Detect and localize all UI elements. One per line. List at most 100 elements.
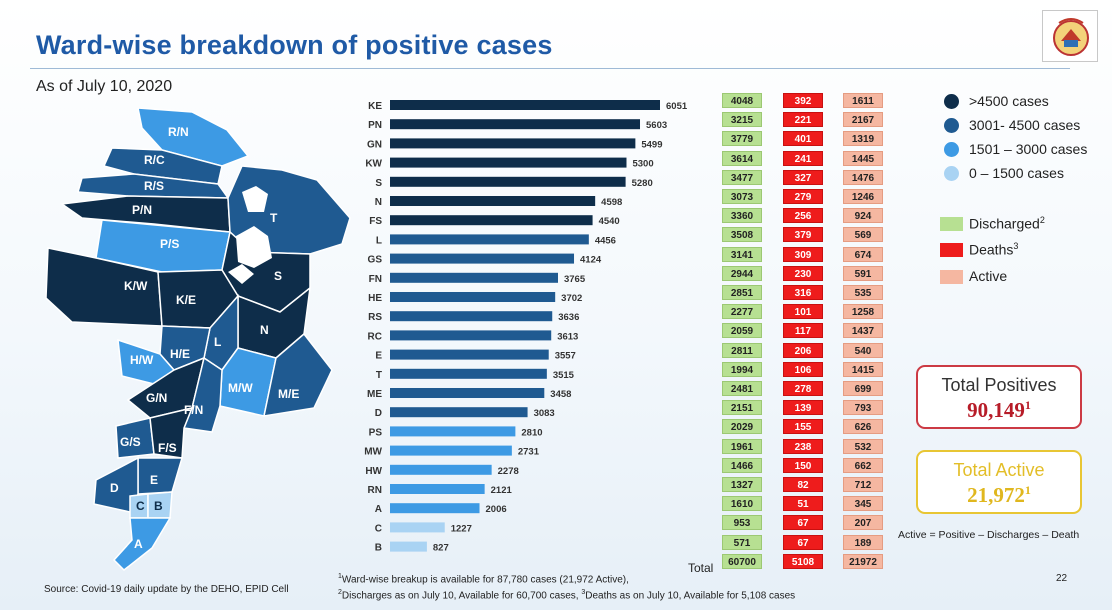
- bar-category-label: FN: [369, 274, 382, 285]
- bar-category-label: B: [375, 543, 382, 554]
- total-active-box: Total Active 21,9721: [916, 450, 1082, 514]
- deaths-cell: 230: [783, 265, 823, 281]
- total-active-label: Total Active: [953, 460, 1045, 480]
- bar-value-label: 4124: [580, 255, 602, 266]
- active-cell: 662: [843, 457, 883, 473]
- map-label: L: [214, 335, 221, 349]
- bar-category-label: A: [375, 504, 382, 515]
- discharged-cell: 2029: [722, 419, 762, 435]
- bar-category-label: RC: [368, 331, 382, 342]
- active-cell: 1476: [843, 169, 883, 185]
- bar-category-label: GN: [367, 139, 382, 150]
- map-label: H/E: [170, 347, 190, 361]
- bar-category-label: L: [376, 235, 382, 246]
- title-rule: [30, 68, 1070, 69]
- discharged-cell: 3141: [722, 246, 762, 262]
- deaths-cell: 279: [783, 189, 823, 204]
- bar-value-label: 3765: [564, 274, 586, 285]
- bar-category-label: T: [376, 370, 382, 381]
- map-label: P/S: [160, 237, 179, 251]
- discharged-cell: 2059: [722, 323, 762, 339]
- bar: [390, 311, 553, 322]
- discharged-cell: 3360: [722, 208, 762, 224]
- deaths-cell: 101: [783, 304, 823, 320]
- bar-value-label: 5499: [641, 139, 662, 150]
- discharged-cell: 4048: [722, 93, 762, 108]
- bar: [390, 215, 593, 226]
- bar: [390, 407, 528, 418]
- deaths-cell: 327: [783, 169, 823, 185]
- discharged-cell: 2944: [722, 265, 762, 281]
- deaths-cell: 150: [783, 457, 823, 473]
- bar-value-label: 827: [433, 543, 449, 554]
- active-cell: 207: [843, 515, 883, 531]
- active-cell: 1258: [843, 304, 883, 320]
- bar: [390, 503, 480, 514]
- bar-category-label: N: [375, 197, 382, 208]
- deaths-cell: 278: [783, 381, 823, 396]
- bar-value-label: 3557: [555, 351, 576, 362]
- bar: [390, 272, 558, 283]
- bar-value-label: 6051: [666, 101, 688, 112]
- discharged-cell: 2151: [722, 400, 762, 416]
- ward-region-me: [263, 332, 333, 417]
- bar-category-label: KW: [365, 159, 382, 170]
- bar-category-label: E: [375, 351, 382, 362]
- bar: [390, 349, 549, 360]
- map-label: H/W: [130, 353, 154, 367]
- bar-category-label: HW: [365, 466, 382, 477]
- bar-category-label: PS: [369, 427, 383, 438]
- active-cell: 532: [843, 438, 883, 454]
- map-label: S: [274, 269, 282, 283]
- subtitle: As of July 10, 2020: [36, 78, 173, 95]
- bar: [390, 464, 492, 475]
- bar-value-label: 3613: [557, 331, 578, 342]
- legend-tier-mid-label: 3001- 4500 cases: [969, 117, 1081, 133]
- deaths-cell: 51: [783, 496, 823, 512]
- deaths-cell: 401: [783, 131, 823, 147]
- map-label: R/N: [168, 125, 189, 139]
- deaths-cell: 256: [783, 208, 823, 224]
- legend-tier-high-dot: [944, 94, 959, 109]
- total-positives-label: Total Positives: [941, 375, 1057, 395]
- active-total-cell: 21972: [843, 553, 883, 569]
- discharged-total-cell: 60700: [722, 553, 762, 569]
- bar: [390, 541, 427, 552]
- source-note: Source: Covid-19 daily update by the DEH…: [44, 584, 289, 595]
- bar-value-label: 1227: [451, 523, 472, 534]
- legend-discharged-swatch: [940, 217, 963, 231]
- discharged-cell: 2481: [722, 381, 762, 396]
- bar: [390, 292, 556, 302]
- map-label: K/E: [176, 293, 196, 307]
- discharged-cell: 2851: [722, 285, 762, 300]
- bar: [390, 100, 660, 110]
- bar-value-label: 2810: [521, 427, 542, 438]
- discharged-cell: 1466: [722, 457, 762, 473]
- map-label: B: [154, 499, 163, 513]
- active-cell: 626: [843, 419, 883, 435]
- bar: [390, 368, 547, 379]
- bar-value-label: 4456: [595, 235, 616, 246]
- map-label: F/S: [158, 441, 177, 455]
- total-active-value: 21,9721: [967, 483, 1031, 507]
- active-cell: 345: [843, 496, 883, 512]
- bar-value-label: 3702: [561, 293, 582, 304]
- map-label: M/E: [278, 387, 299, 401]
- footnote-1: 1Ward-wise breakup is available for 87,7…: [338, 573, 629, 586]
- discharged-cell: 1327: [722, 477, 762, 492]
- ward-map: R/N R/C R/S P/N P/S T S K/W K/E N L H/E …: [45, 108, 351, 572]
- discharged-cell: 953: [722, 515, 762, 531]
- bar: [390, 388, 545, 398]
- active-cell: 674: [843, 246, 883, 262]
- deaths-cell: 206: [783, 342, 823, 358]
- map-label: C: [136, 499, 145, 513]
- bar: [390, 138, 636, 149]
- bar-category-label: ME: [367, 389, 382, 400]
- deaths-cell: 379: [783, 227, 823, 243]
- legend-tier-low-label: 1501 – 3000 cases: [969, 141, 1088, 157]
- map-label: M/W: [228, 381, 253, 395]
- total-label: Total: [688, 561, 714, 575]
- discharged-cell: 1961: [722, 438, 762, 454]
- deaths-cell: 67: [783, 534, 823, 550]
- total-positives-value: 90,1491: [967, 398, 1031, 422]
